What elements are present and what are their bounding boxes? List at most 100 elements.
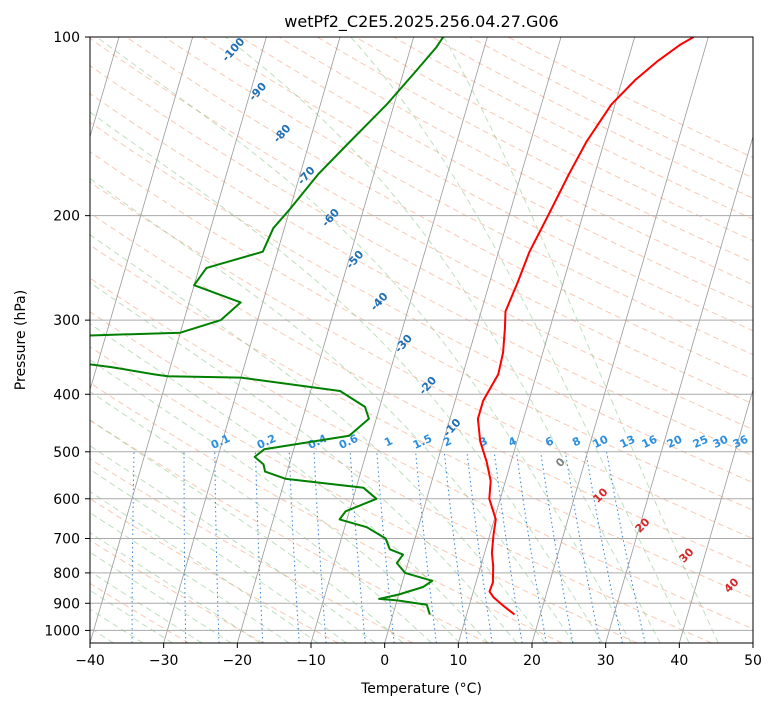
- plot-frame: [89, 36, 754, 644]
- x-tick-label: −40: [75, 653, 105, 669]
- mixing-ratio-label: 10: [591, 433, 611, 451]
- isotherm-line: [752, 641, 753, 643]
- moist-adiabat-line: [90, 589, 173, 643]
- dry-adiabat-label: -100: [219, 35, 247, 64]
- mixing-ratio-label: 0.6: [337, 432, 360, 452]
- y-tick-label: 300: [53, 313, 80, 329]
- chart-title: wetPf2_C2E5.2025.256.04.27.G06: [284, 12, 558, 32]
- x-axis-label: Temperature (°C): [360, 681, 482, 697]
- mixing-ratio-label: 13: [618, 433, 637, 451]
- x-tick-label: 10: [449, 653, 467, 669]
- y-axis-label: Pressure (hPa): [13, 290, 29, 390]
- mixing-ratio-line: [443, 451, 468, 643]
- mixing-ratio-line: [82, 452, 87, 643]
- mixing-ratio-label: 20: [665, 433, 685, 451]
- x-tick-label: 50: [744, 653, 762, 669]
- moist-adiabat-line: [90, 111, 603, 643]
- mixing-ratio-line: [376, 451, 395, 643]
- isotherm-line: [236, 37, 415, 643]
- isotherm-line: [384, 37, 562, 643]
- dry-adiabat-line: [90, 37, 753, 405]
- dry-adiabat-line: [126, 37, 753, 380]
- x-tick-label: −10: [296, 653, 326, 669]
- moist-adiabat-line: [90, 390, 432, 643]
- x-tick-label: −20: [223, 653, 253, 669]
- mixing-ratio-label: 6: [543, 434, 556, 449]
- dry-adiabat-line: [431, 37, 753, 199]
- mixing-ratio-line: [493, 451, 523, 643]
- profile-lines: [90, 37, 695, 616]
- dry-adiabat-line: [393, 37, 753, 220]
- y-tick-label: 100: [53, 30, 80, 46]
- y-axis: 100 200 300 400 500 600 700 800 900 1000: [44, 30, 90, 639]
- mixing-ratio-line: [564, 451, 601, 643]
- x-tick-label: 0: [380, 653, 389, 669]
- moist-adiabat-line: [90, 359, 461, 643]
- isotherm-line: [531, 37, 709, 643]
- isotherm-line: [678, 388, 753, 643]
- isotherm-line: [310, 37, 488, 643]
- moist-adiabat-line: [443, 37, 719, 643]
- dry-adiabat-line: [90, 582, 190, 643]
- dry-adiabat-label: -90: [246, 80, 269, 104]
- isotherm-line: [457, 37, 636, 643]
- temperature-line: [476, 37, 695, 616]
- isotherm-line: [163, 37, 341, 643]
- isotherm-line: [90, 37, 267, 643]
- y-tick-label: 600: [53, 492, 80, 508]
- x-tick-label: 30: [597, 653, 615, 669]
- moist-adiabat-line: [350, 37, 690, 643]
- dry-adiabat-line: [90, 244, 753, 599]
- moist-adiabat-line: [96, 37, 632, 643]
- moist-adiabat-line: [90, 419, 404, 643]
- mixing-ratio-label: 1.5: [411, 432, 434, 452]
- x-tick-label: 40: [670, 653, 688, 669]
- dry-adiabat-line: [90, 458, 414, 643]
- dry-adiabat-line: [90, 346, 638, 643]
- y-tick-label: 500: [53, 445, 80, 461]
- moist-adiabat-line: [90, 178, 575, 643]
- mixing-ratio-label: 16: [640, 433, 660, 451]
- x-axis: −40 −30 −20 −10 0 10 20 30 40 50: [75, 643, 762, 669]
- dry-adiabat-label: -70: [295, 164, 318, 188]
- moist-adiabat-line: [90, 512, 290, 643]
- mixing-ratio-line: [415, 451, 437, 643]
- mixing-ratio-label: 30: [711, 433, 731, 451]
- dry-adiabat-line: [90, 277, 753, 630]
- moist-adiabat-line: [90, 468, 347, 643]
- moist-adiabat-line: [90, 570, 203, 643]
- dry-adiabat-line: [90, 181, 753, 540]
- dry-adiabat-line: [90, 93, 753, 457]
- mixing-ratio-line: [313, 451, 327, 643]
- isotherm-line: [90, 37, 194, 392]
- moist-adiabat-line: [225, 37, 661, 643]
- moist-adiabat-line: [90, 234, 546, 643]
- moist-adiabat-line: [90, 532, 261, 643]
- mixing-ratio-label: 1: [382, 434, 394, 449]
- mixing-ratio-label: 25: [691, 433, 710, 451]
- dewpoint-line: [90, 37, 445, 615]
- dry-adiabat-line: [164, 37, 753, 356]
- mixing-ratio-line: [540, 451, 574, 643]
- moist-adiabat-line: [90, 551, 232, 643]
- y-tick-label: 800: [53, 566, 80, 582]
- grid-lines: [90, 37, 753, 643]
- dry-adiabat-line: [278, 37, 753, 286]
- y-tick-label: 1000: [44, 623, 80, 639]
- mixing-ratio-line: [131, 451, 135, 643]
- mixing-ratio-label: 8: [570, 434, 582, 449]
- mixing-ratio-line: [255, 451, 264, 643]
- dry-adiabat-line: [90, 311, 712, 643]
- y-tick-label: 200: [53, 209, 80, 225]
- y-tick-label: 900: [53, 596, 80, 612]
- mixing-ratio-label: 0.1: [209, 432, 232, 452]
- dry-adiabat-line: [507, 37, 753, 159]
- dry-adiabat-line: [469, 37, 753, 179]
- mixing-ratio-line: [585, 451, 623, 643]
- y-tick-label: 700: [53, 532, 80, 548]
- moist-adiabat-line: [90, 491, 319, 643]
- moist-adiabat-label: 10: [591, 485, 611, 505]
- moist-adiabat-label: 30: [677, 545, 697, 565]
- dry-adiabat-line: [90, 539, 264, 643]
